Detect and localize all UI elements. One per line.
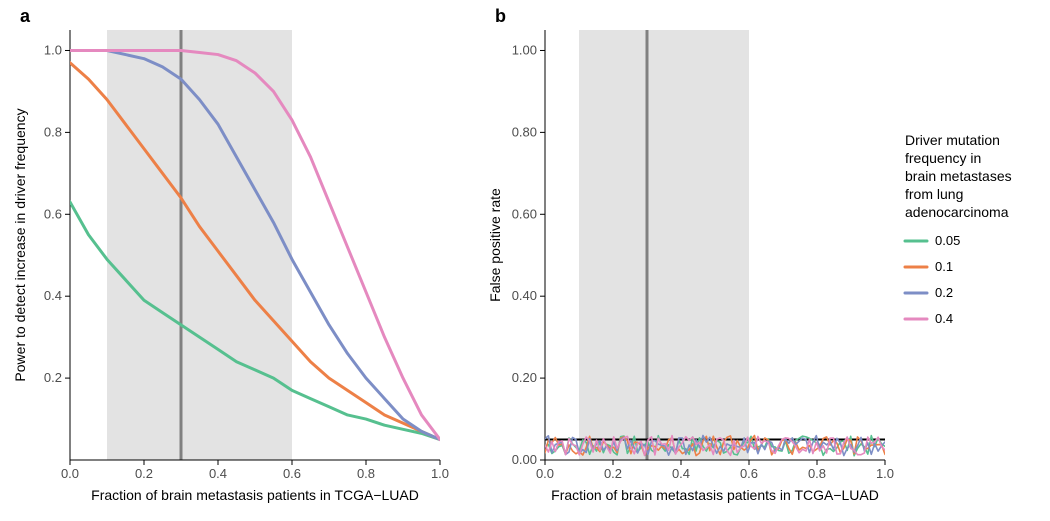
x-tick-label: 0.4 — [672, 466, 690, 481]
y-tick-label: 0.6 — [44, 206, 62, 221]
y-tick-label: 0.60 — [512, 206, 537, 221]
y-tick-label: 0.40 — [512, 288, 537, 303]
x-tick-label: 0.6 — [283, 466, 301, 481]
y-tick-label: 0.2 — [44, 370, 62, 385]
panel-a-label: a — [20, 6, 31, 26]
y-tick-label: 1.00 — [512, 42, 537, 57]
figure-container: a 0.0 0.2 0.4 0.6 0.8 1.0 0.2 0.4 0.6 0.8 1.0 Fracti… — [0, 0, 1050, 521]
y-axis-label: Power to detect increase in driver frequ… — [12, 108, 28, 381]
y-axis-label: False positive rate — [487, 188, 503, 302]
x-tick-label: 0.8 — [808, 466, 826, 481]
legend-item-label: 0.2 — [935, 285, 953, 300]
panel-b-label: b — [495, 6, 506, 26]
shade-band — [107, 30, 292, 460]
y-tick-label: 0.00 — [512, 452, 537, 467]
x-tick-label: 1.0 — [876, 466, 894, 481]
y-tick-label: 0.20 — [512, 370, 537, 385]
legend-title-line: frequency in — [905, 150, 981, 166]
y-tick-label: 0.8 — [44, 124, 62, 139]
y-tick-label: 0.80 — [512, 124, 537, 139]
legend-title-line: Driver mutation — [905, 132, 1000, 148]
x-tick-label: 0.6 — [740, 466, 758, 481]
x-axis-label: Fraction of brain metastasis patients in… — [551, 487, 879, 503]
legend-item-label: 0.1 — [935, 259, 953, 274]
x-tick-label: 0.2 — [135, 466, 153, 481]
figure-svg: a 0.0 0.2 0.4 0.6 0.8 1.0 0.2 0.4 0.6 0.8 1.0 Fracti… — [0, 0, 1050, 521]
x-axis-label: Fraction of brain metastasis patients in… — [91, 487, 419, 503]
legend-title-line: from lung — [905, 186, 963, 202]
x-tick-label: 1.0 — [431, 466, 449, 481]
legend-title-line: adenocarcinoma — [905, 204, 1009, 220]
shade-band — [579, 30, 749, 460]
x-tick-label: 0.0 — [536, 466, 554, 481]
legend-item-label: 0.4 — [935, 311, 953, 326]
legend-item-label: 0.05 — [935, 233, 960, 248]
legend-title-line: brain metastases — [905, 168, 1012, 184]
x-tick-label: 0.0 — [61, 466, 79, 481]
x-tick-label: 0.8 — [357, 466, 375, 481]
x-tick-label: 0.4 — [209, 466, 227, 481]
y-tick-label: 0.4 — [44, 288, 62, 303]
y-tick-label: 1.0 — [44, 42, 62, 57]
x-tick-label: 0.2 — [604, 466, 622, 481]
